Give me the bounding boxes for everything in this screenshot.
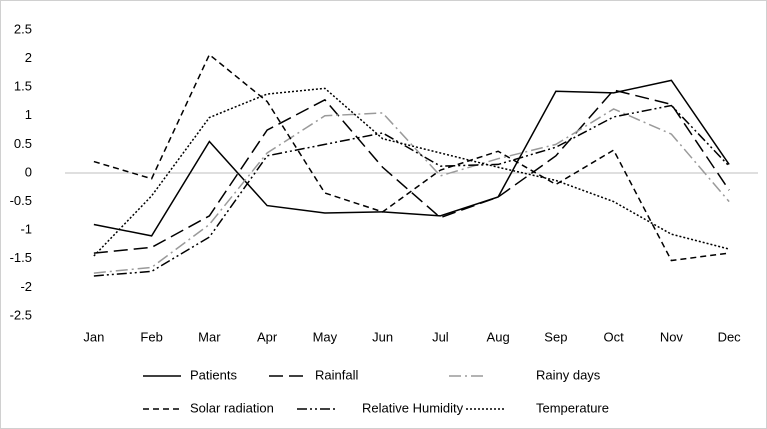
y-tick-label: -2.5: [10, 307, 32, 322]
x-tick-label: Apr: [257, 329, 278, 344]
y-tick-label: -1.5: [10, 250, 32, 265]
series-line: [93, 104, 730, 277]
x-tick-label: Dec: [718, 329, 742, 344]
y-tick-label: 1.5: [14, 79, 32, 94]
legend-label: Patients: [190, 367, 237, 382]
series-line: [93, 108, 730, 274]
legend-label: Relative Humidity: [362, 400, 464, 415]
series-line: [93, 89, 730, 254]
y-tick-label: -0.5: [10, 193, 32, 208]
x-tick-label: Mar: [198, 329, 221, 344]
x-tick-label: Sep: [544, 329, 567, 344]
x-tick-label: Jun: [372, 329, 393, 344]
legend-label: Temperature: [536, 400, 609, 415]
series-line: [93, 53, 730, 262]
y-tick-label: 0.5: [14, 136, 32, 151]
x-tick-label: Jul: [432, 329, 449, 344]
x-tick-label: Nov: [660, 329, 684, 344]
legend-label: Rainy days: [536, 367, 601, 382]
x-tick-label: Oct: [604, 329, 625, 344]
y-tick-label: 2.5: [14, 21, 32, 36]
x-tick-label: Feb: [140, 329, 162, 344]
series-line: [93, 79, 730, 237]
x-tick-label: Jan: [83, 329, 104, 344]
y-tick-label: 0: [25, 164, 32, 179]
y-tick-label: -2: [20, 279, 32, 294]
y-tick-label: 1: [25, 107, 32, 122]
x-tick-label: May: [313, 329, 338, 344]
legend-label: Rainfall: [315, 367, 358, 382]
x-tick-label: Aug: [487, 329, 510, 344]
legend-label: Solar radiation: [190, 400, 274, 415]
y-tick-label: 2: [25, 50, 32, 65]
series-line: [93, 87, 730, 257]
y-tick-label: -1: [20, 222, 32, 237]
